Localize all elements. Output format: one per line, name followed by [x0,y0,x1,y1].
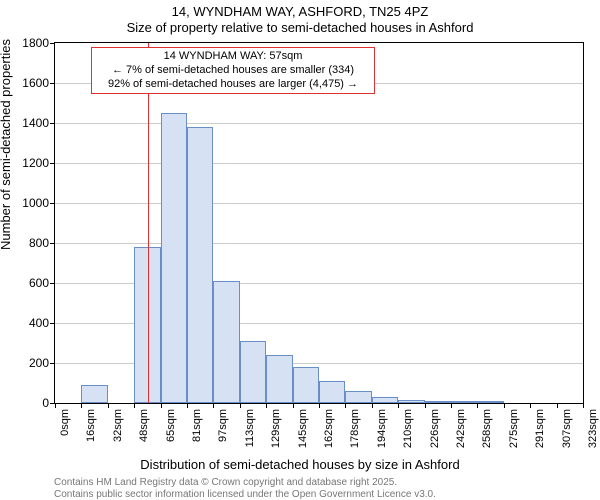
x-tick-mark [372,403,373,408]
x-tick-mark [240,403,241,408]
y-tick-mark [50,163,55,164]
histogram-bar [425,401,451,403]
y-tick-label: 1200 [22,156,49,170]
x-axis-label: Distribution of semi-detached houses by … [0,457,600,472]
annotation-line: ← 7% of semi-detached houses are smaller… [96,64,370,78]
x-tick-label: 48sqm [138,409,150,442]
x-tick-label: 323sqm [587,409,599,448]
chart-title: 14, WYNDHAM WAY, ASHFORD, TN25 4PZ [0,4,600,19]
x-tick-label: 81sqm [191,409,203,442]
x-tick-label: 32sqm [112,409,124,442]
x-tick-label: 16sqm [85,409,97,442]
y-tick-mark [50,323,55,324]
x-tick-label: 307sqm [561,409,573,448]
gridline [55,243,583,244]
y-tick-label: 800 [29,236,49,250]
x-tick-mark [557,403,558,408]
histogram-bar [398,400,424,403]
x-tick-mark [530,403,531,408]
y-tick-mark [50,243,55,244]
y-axis-label: Number of semi-detached properties [0,39,13,250]
x-tick-mark [293,403,294,408]
x-tick-label: 194sqm [376,409,388,448]
y-tick-label: 1800 [22,36,49,50]
histogram-bar [81,385,107,403]
x-tick-mark [319,403,320,408]
plot-area: 0200400600800100012001400160018000sqm16s… [54,42,584,404]
histogram-bar [372,397,398,403]
annotation-box: 14 WYNDHAM WAY: 57sqm← 7% of semi-detach… [91,47,375,94]
histogram-bar [293,367,319,403]
x-tick-mark [134,403,135,408]
property-marker-line [148,43,149,403]
x-tick-label: 275sqm [508,409,520,448]
histogram-bar [240,341,266,403]
x-tick-label: 210sqm [402,409,414,448]
y-tick-label: 1400 [22,116,49,130]
x-tick-mark [213,403,214,408]
y-tick-mark [50,363,55,364]
y-tick-label: 600 [29,276,49,290]
x-tick-mark [108,403,109,408]
histogram-bar [477,401,503,403]
x-tick-label: 258sqm [481,409,493,448]
x-tick-mark [266,403,267,408]
x-tick-mark [55,403,56,408]
x-tick-label: 242sqm [455,409,467,448]
y-tick-mark [50,123,55,124]
x-tick-label: 226sqm [429,409,441,448]
y-tick-mark [50,203,55,204]
x-tick-mark [583,403,584,408]
x-tick-mark [161,403,162,408]
annotation-line: 92% of semi-detached houses are larger (… [96,78,370,92]
y-tick-label: 400 [29,316,49,330]
y-tick-mark [50,83,55,84]
chart-subtitle: Size of property relative to semi-detach… [0,20,600,35]
y-tick-label: 1600 [22,76,49,90]
x-tick-label: 178sqm [349,409,361,448]
chart-container: 14, WYNDHAM WAY, ASHFORD, TN25 4PZ Size … [0,0,600,500]
x-tick-mark [81,403,82,408]
attribution-line-2: Contains public sector information licen… [54,489,436,500]
x-tick-mark [451,403,452,408]
x-tick-label: 0sqm [59,409,71,436]
x-tick-mark [425,403,426,408]
x-tick-label: 145sqm [297,409,309,448]
x-tick-mark [398,403,399,408]
gridline [55,203,583,204]
y-tick-mark [50,283,55,284]
histogram-bar [451,401,477,403]
histogram-bar [266,355,292,403]
histogram-bar [345,391,371,403]
histogram-bar [319,381,345,403]
y-tick-label: 0 [42,396,49,410]
x-tick-mark [345,403,346,408]
x-tick-mark [477,403,478,408]
x-tick-label: 65sqm [165,409,177,442]
x-tick-label: 113sqm [244,409,256,447]
attribution-line-1: Contains HM Land Registry data © Crown c… [54,477,397,488]
gridline [55,123,583,124]
y-tick-label: 200 [29,356,49,370]
x-tick-label: 129sqm [270,409,282,448]
y-tick-label: 1000 [22,196,49,210]
annotation-line: 14 WYNDHAM WAY: 57sqm [96,50,370,64]
x-tick-mark [504,403,505,408]
histogram-bar [213,281,239,403]
x-tick-label: 291sqm [534,409,546,448]
histogram-bar [161,113,187,403]
x-tick-label: 97sqm [217,409,229,442]
x-tick-mark [187,403,188,408]
y-tick-mark [50,43,55,44]
histogram-bar [187,127,213,403]
gridline [55,163,583,164]
x-tick-label: 162sqm [323,409,335,448]
